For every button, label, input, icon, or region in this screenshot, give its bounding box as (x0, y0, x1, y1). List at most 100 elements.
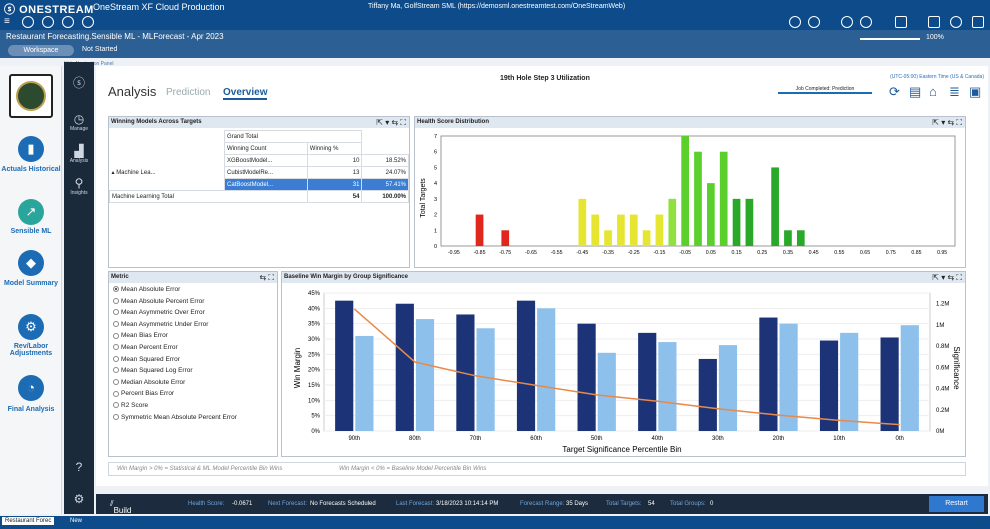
groups-value: 0 (710, 501, 714, 507)
bar-series-2 (415, 319, 435, 431)
y-axis-label: Total Targets (420, 178, 427, 218)
help-icon[interactable]: ? (75, 460, 83, 474)
table-row[interactable]: CubistModelRe... 13 24.07% (110, 166, 409, 179)
metric-option[interactable]: Symmetric Mean Absolute Percent Error (113, 414, 237, 421)
sidebar-item-analysis[interactable]: Analysis (69, 158, 89, 164)
radio-icon[interactable] (113, 332, 119, 339)
metric-option[interactable]: Mean Asymmetric Under Error (113, 321, 208, 328)
panel-tools-icon[interactable]: ⇱ ▾ ⇆ ⛶ (932, 273, 962, 282)
nav-rev-labor[interactable]: Rev/Labor Adjustments (9, 343, 53, 357)
x-tick-label: 0.55 (834, 250, 844, 256)
nav-sensible-ml[interactable]: Sensible ML (10, 228, 52, 235)
table-row[interactable]: ▴ Machine Lea... XGBoostModel... 10 18.52% (110, 154, 409, 176)
x-tick-label: 0.85 (911, 250, 921, 256)
timezone-text: (UTC-05:00) Eastern Time (US & Canada) (890, 74, 984, 80)
metric-option[interactable]: R2 Score (113, 402, 148, 409)
histogram-bar (706, 183, 715, 246)
bar-series-1 (577, 323, 596, 431)
cylinder-icon[interactable]: ▣ (969, 84, 982, 99)
workspace-button[interactable]: Workspace (8, 45, 74, 56)
panel-tools-icon[interactable]: ⇱ ▾ ⇆ ⛶ (376, 118, 406, 127)
radio-icon[interactable] (113, 355, 119, 362)
pie-icon[interactable]: ◔ (18, 375, 44, 401)
clock-icon[interactable]: ◷ (73, 112, 85, 126)
refresh-icon[interactable] (82, 16, 94, 28)
menu-icon[interactable]: ≡ (4, 16, 10, 27)
metric-panel: Metric ⇆ ⛶ Mean Absolute Error Mean Absolu… (108, 271, 278, 457)
home-icon[interactable] (22, 16, 34, 28)
panel-tools-icon[interactable]: ⇆ ⛶ (259, 273, 274, 282)
metric-option[interactable]: Mean Squared Log Error (113, 367, 193, 374)
panel-tools-icon[interactable]: ⇱ ▾ ⇆ ⛶ (932, 118, 962, 127)
histogram-bar (642, 230, 651, 246)
radio-icon[interactable] (113, 413, 119, 420)
nav-final-analysis[interactable]: Final Analysis (7, 406, 55, 413)
restart-button[interactable]: Restart (929, 496, 984, 512)
radio-icon[interactable] (113, 286, 119, 293)
document-icon[interactable]: ▤ (909, 84, 922, 99)
metric-label: Mean Squared Log Error (121, 367, 193, 375)
bar-series-1 (335, 300, 354, 431)
tab-prediction[interactable]: Prediction (166, 87, 211, 98)
metric-option[interactable]: Mean Percent Error (113, 344, 178, 351)
nav-actuals-historical[interactable]: Actuals Historical (1, 166, 61, 173)
users-icon[interactable] (808, 16, 820, 28)
zoom-slider[interactable] (860, 38, 920, 40)
nav-model-summary[interactable]: Model Summary (3, 280, 59, 287)
radio-icon[interactable] (113, 379, 119, 386)
trend-icon[interactable]: ↗ (18, 199, 44, 225)
metric-option[interactable]: Mean Absolute Error (113, 286, 180, 293)
radio-icon[interactable] (113, 390, 119, 397)
globe-icon[interactable] (42, 16, 54, 28)
page-heading: Analysis (108, 84, 157, 99)
group-label: ▴ Machine Lea... (111, 169, 156, 176)
histogram-bar (796, 230, 805, 246)
metric-option[interactable]: Mean Squared Error (113, 356, 180, 363)
radio-icon[interactable] (113, 321, 119, 328)
metric-option[interactable]: Mean Bias Error (113, 332, 168, 339)
win-pct: 24.07% (361, 166, 409, 179)
tab-new[interactable]: New (70, 518, 83, 524)
histogram-bar (655, 214, 664, 246)
home-icon[interactable]: ⌂ (929, 84, 937, 99)
help-icon[interactable] (950, 16, 962, 28)
bar-series-1 (395, 303, 414, 431)
radio-icon[interactable] (113, 297, 119, 304)
metric-option[interactable]: Percent Bias Error (113, 390, 174, 397)
tab-restaurant[interactable]: Restaurant Forec (2, 517, 55, 525)
gear-icon[interactable]: ⚙ (18, 314, 44, 340)
database-icon[interactable]: ≣ (949, 84, 960, 99)
metric-option[interactable]: Median Absolute Error (113, 379, 185, 386)
screen-icon[interactable] (928, 16, 940, 28)
sync-icon[interactable] (841, 16, 853, 28)
baseline-panel: Baseline Win Margin by Group Significanc… (281, 271, 966, 457)
histogram-bar (784, 230, 792, 246)
analysis-icon[interactable]: ▟ (74, 144, 84, 158)
radio-icon[interactable] (113, 344, 119, 351)
clipboard-icon[interactable] (895, 16, 907, 28)
refresh-icon[interactable]: ⟳ (889, 84, 900, 99)
x-tick-label: -0.95 (448, 250, 460, 256)
settings-icon[interactable]: ⚙ (73, 492, 85, 506)
tab-overview[interactable]: Overview (223, 87, 268, 100)
radio-icon[interactable] (113, 309, 119, 316)
radio-icon[interactable] (113, 402, 119, 409)
status-icon[interactable] (860, 16, 872, 28)
cube-icon[interactable]: ◆ (18, 250, 44, 276)
search-icon[interactable]: ⚲ (74, 176, 84, 190)
sidebar-item-manage[interactable]: Manage (69, 126, 89, 132)
radio-icon[interactable] (113, 367, 119, 374)
health-label: Health Score: (188, 501, 225, 507)
model-name: XGBoostModel... (224, 154, 308, 167)
sidebar-item-insights[interactable]: Insights (70, 190, 88, 196)
user-icon[interactable] (789, 16, 801, 28)
build-stats[interactable]: ⫽ Build Statistics (110, 499, 146, 524)
expand-icon[interactable] (972, 16, 984, 28)
metric-option[interactable]: Mean Asymmetric Over Error (113, 309, 205, 316)
metric-label: Mean Absolute Percent Error (121, 297, 205, 305)
bar-chart-icon[interactable]: ▮ (18, 136, 44, 162)
metric-option[interactable]: Mean Absolute Percent Error (113, 298, 204, 305)
window-icon[interactable] (62, 16, 74, 28)
model-name: CatBoostModel... (224, 178, 308, 191)
bar-series-2 (840, 332, 859, 431)
